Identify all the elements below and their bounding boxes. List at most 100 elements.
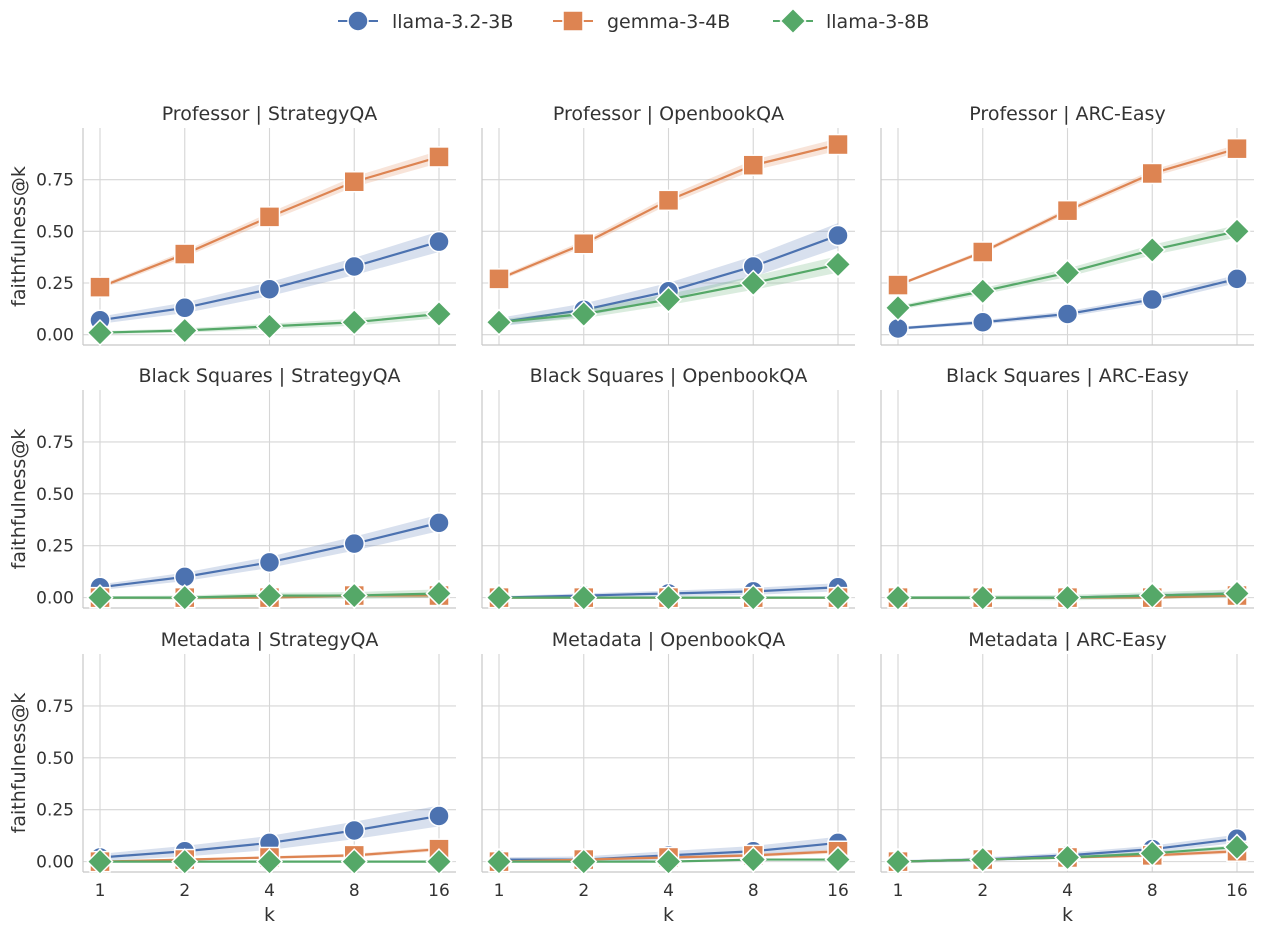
legend-label-llama-3-2-3b: llama-3.2-3B [392, 11, 513, 33]
data-point [1138, 581, 1166, 610]
data-point [340, 848, 368, 876]
x-tick-label: 1 [95, 881, 106, 901]
x-tick-label: 16 [1226, 881, 1248, 901]
x-tick-label: 4 [264, 881, 275, 901]
x-tick-label: 8 [349, 881, 360, 901]
data-point [1223, 217, 1251, 245]
confidence-band [898, 274, 1237, 330]
data-point [1053, 259, 1082, 287]
data-point [343, 532, 365, 555]
panel-title: Black Squares | ARC-Easy [946, 365, 1189, 387]
data-point [171, 584, 199, 612]
x-tick-label: 16 [428, 881, 450, 901]
data-point [340, 308, 368, 336]
panel-title: Professor | OpenbookQA [553, 103, 784, 125]
data-point [425, 848, 453, 876]
panel-metadata-arc-easy: Metadata | ARC-Easy 1 2 4 8 16 k [880, 629, 1254, 926]
data-point [573, 232, 595, 255]
data-point [174, 243, 196, 265]
data-point [258, 278, 281, 300]
data-point [1056, 199, 1079, 222]
gridlines [83, 390, 456, 608]
panel-professor-openbookqa: Professor | OpenbookQA [481, 103, 855, 346]
y-tick-label: 0.50 [36, 222, 74, 242]
data-point [570, 300, 598, 328]
series-llama-3-8b [485, 250, 852, 336]
panel-title: Black Squares | OpenbookQA [530, 365, 808, 387]
legend-item-gemma-3-4b: gemma-3-4B [553, 10, 730, 33]
data-point [428, 512, 450, 534]
data-point [1141, 288, 1163, 311]
data-point [969, 277, 997, 305]
data-point [739, 584, 767, 612]
x-tick-label: 8 [1147, 881, 1158, 901]
series-llama-3-8b [485, 584, 852, 612]
data-point [827, 224, 849, 247]
y-tick-label: 0.25 [36, 801, 74, 821]
series-gemma-3-4b [488, 133, 849, 290]
data-point [485, 848, 513, 876]
panel-black-squares-strategyqa: Black Squares | StrategyQA 0.00 0.25 0.50 0.… [8, 365, 456, 612]
data-point [86, 319, 114, 347]
data-point [488, 268, 510, 290]
x-tick-label: 8 [748, 881, 759, 901]
data-point [887, 317, 909, 340]
x-tick-label: 4 [663, 881, 674, 901]
series-gemma-3-4b [887, 137, 1248, 296]
y-tick-label: 0.00 [36, 326, 74, 346]
x-tick-label: 1 [893, 881, 904, 901]
data-point [824, 584, 852, 612]
y-tick-label: 0.25 [36, 537, 74, 557]
gridlines [482, 654, 855, 872]
x-tick-label: 2 [578, 881, 589, 901]
data-point [428, 146, 450, 168]
y-axis-label: faithfulness@k [8, 693, 30, 834]
data-point [1141, 162, 1163, 185]
y-axis-label: faithfulness@k [8, 429, 30, 570]
data-point [969, 584, 997, 612]
panel-title: Professor | StrategyQA [162, 103, 378, 125]
y-axis-label: faithfulness@k [8, 166, 30, 307]
panel-metadata-strategyqa: Metadata | StrategyQA 0.00 0.25 0.50 0.75 fai… [8, 629, 456, 926]
gridlines [881, 390, 1254, 608]
data-point [1056, 303, 1079, 325]
panel-black-squares-openbookqa: Black Squares | OpenbookQA [481, 365, 855, 612]
y-tick-label: 0.75 [36, 171, 74, 191]
data-point [485, 308, 513, 336]
data-point [343, 170, 365, 193]
data-point [343, 819, 365, 842]
data-point [1223, 579, 1251, 608]
series-llama-3-8b [86, 579, 453, 612]
x-axis-label: k [264, 904, 275, 926]
data-point [428, 230, 450, 253]
data-point [86, 584, 114, 612]
data-point [739, 269, 767, 297]
gridlines [482, 390, 855, 608]
legend-label-gemma-3-4b: gemma-3-4B [607, 11, 730, 33]
x-tick-label: 4 [1062, 881, 1073, 901]
data-point [824, 250, 852, 278]
data-point [258, 551, 281, 574]
data-point [428, 805, 450, 827]
series-gemma-3-4b [89, 146, 450, 298]
data-point [884, 584, 912, 612]
panel-black-squares-arc-easy: Black Squares | ARC-Easy [880, 365, 1254, 612]
data-point [171, 316, 199, 345]
series-llama-3-8b [884, 217, 1251, 322]
data-point [1223, 833, 1251, 861]
data-point [258, 206, 281, 228]
data-point [1138, 236, 1166, 264]
data-point [739, 845, 767, 874]
legend-marker-llama-3-2-3b [347, 10, 369, 32]
x-tick-label: 2 [179, 881, 190, 901]
data-point [824, 845, 852, 874]
panel-title: Black Squares | StrategyQA [138, 365, 400, 387]
data-point [255, 312, 284, 340]
data-point [86, 848, 114, 876]
x-axis-label: k [663, 904, 674, 926]
data-point [485, 584, 513, 612]
series-llama-3-8b [884, 833, 1251, 876]
series-llama-3-2-3b [887, 268, 1248, 340]
data-point [89, 276, 111, 298]
